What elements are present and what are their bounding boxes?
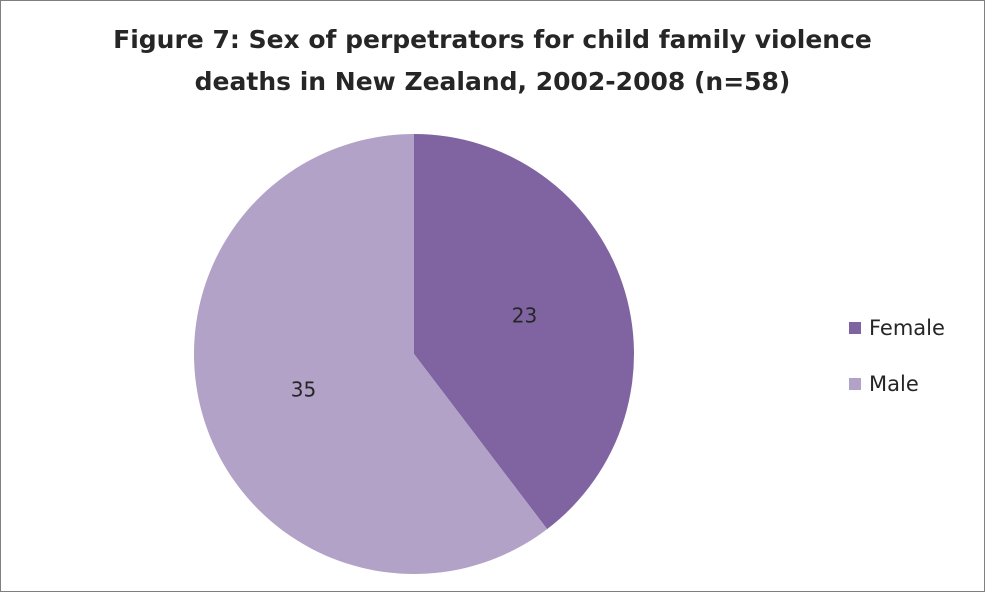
pie-slice-male: [194, 134, 548, 574]
pie-slice-female: [414, 134, 634, 530]
legend-swatch-male: [849, 378, 861, 390]
legend-swatch-female: [849, 322, 861, 334]
chart-title: Figure 7: Sex of perpetrators for child …: [1, 19, 984, 103]
legend-label-male: Male: [869, 372, 919, 396]
data-label-male: 35: [291, 378, 316, 402]
chart-legend: Female Male: [849, 313, 945, 425]
legend-label-female: Female: [869, 316, 945, 340]
chart-title-line-1: Figure 7: Sex of perpetrators for child …: [113, 25, 872, 54]
chart-title-line-2: deaths in New Zealand, 2002-2008 (n=58): [194, 67, 791, 96]
data-label-female: 23: [512, 303, 537, 327]
legend-item-male: Male: [849, 369, 945, 399]
legend-item-female: Female: [849, 313, 945, 343]
